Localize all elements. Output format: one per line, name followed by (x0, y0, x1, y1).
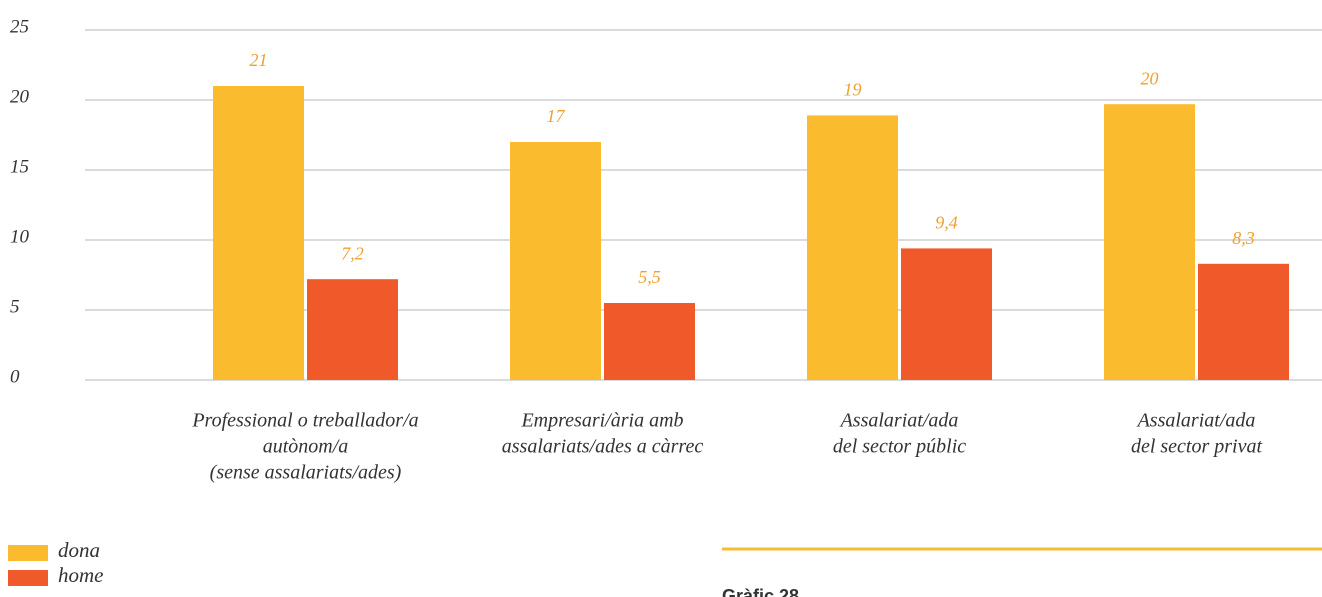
legend-swatch (8, 545, 48, 561)
bar (510, 142, 601, 380)
value-label: 17 (547, 106, 566, 126)
legend-label: home (58, 563, 104, 587)
bar (1198, 263, 1289, 380)
value-label: 20 (1141, 68, 1159, 88)
y-tick-label: 5 (10, 296, 20, 317)
y-tick-label: 10 (10, 226, 30, 247)
y-tick-label: 15 (10, 156, 29, 177)
x-tick-label: Empresari/ària amb (520, 410, 683, 432)
x-tick-label: Assalariat/ada (1136, 410, 1256, 432)
legend-label: dona (58, 538, 100, 562)
value-label: 9,4 (935, 213, 958, 233)
value-label: 5,5 (638, 267, 661, 287)
caption: Gràfic 28 (722, 586, 799, 597)
y-tick-label: 25 (10, 16, 29, 37)
bar (604, 303, 695, 380)
value-label: 8,3 (1232, 228, 1255, 248)
bar (1104, 104, 1195, 380)
x-tick-label: Assalariat/ada (839, 410, 959, 432)
x-tick-label: Professional o treballador/a (191, 410, 418, 432)
value-label: 21 (250, 50, 268, 70)
y-tick-label: 20 (10, 86, 30, 107)
value-label: 7,2 (341, 243, 364, 263)
value-label: 19 (844, 80, 862, 100)
bar (807, 115, 898, 381)
x-tick-label: assalariats/ades a càrrec (502, 436, 704, 458)
bar (213, 86, 304, 380)
legend-swatch (8, 570, 48, 586)
x-tick-label: del sector privat (1131, 436, 1263, 458)
y-tick-label: 0 (10, 366, 20, 387)
x-tick-label: autònom/a (263, 436, 349, 458)
x-tick-label: (sense assalariats/ades) (210, 462, 402, 484)
bar (307, 279, 398, 380)
x-tick-label: del sector públic (833, 436, 966, 458)
bar (901, 248, 992, 380)
